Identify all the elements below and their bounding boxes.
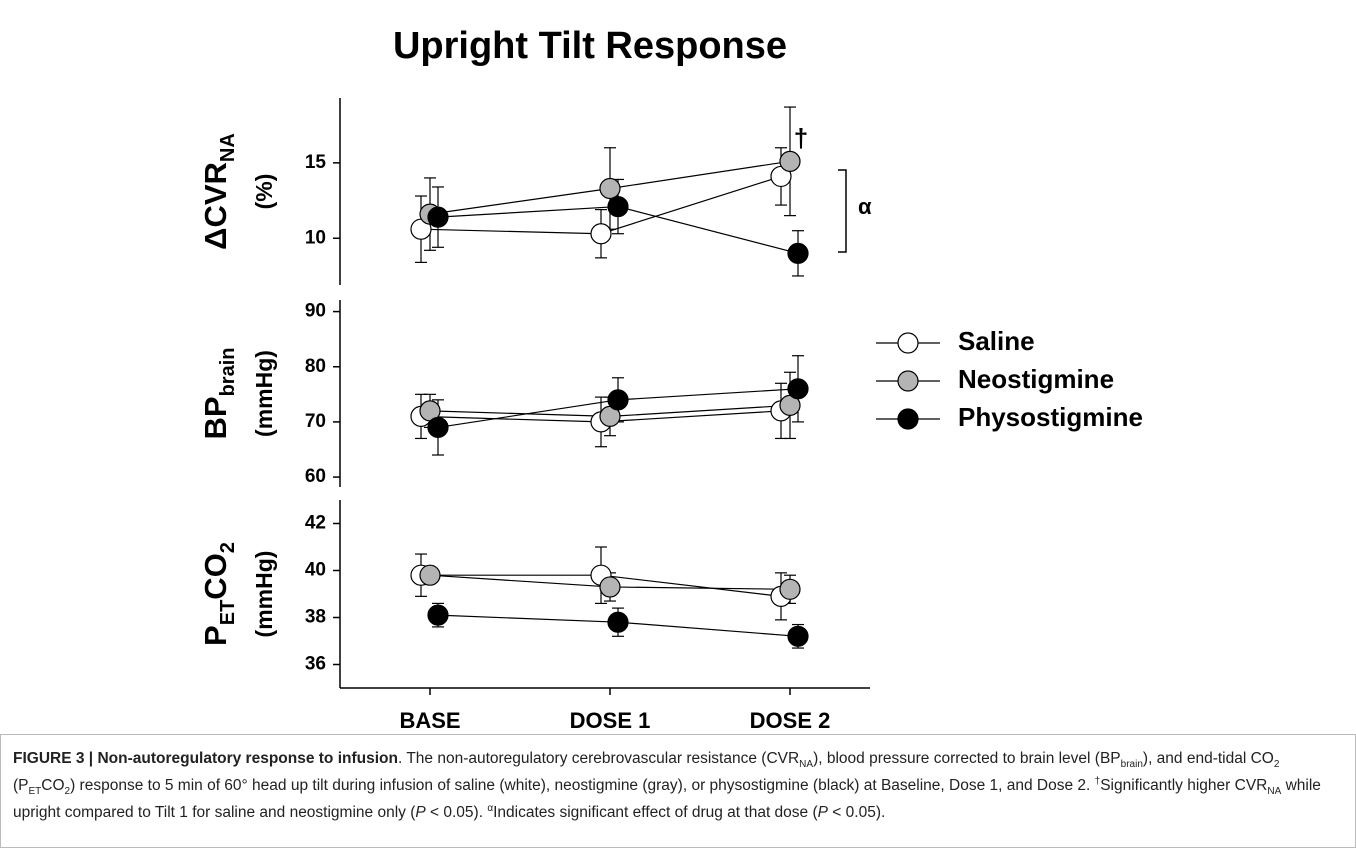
- caption-text: ), and end-tidal CO: [1142, 750, 1274, 767]
- data-point: [787, 625, 809, 647]
- y-tick-label: 90: [305, 301, 326, 322]
- caption-text: while upright compared to Tilt 1 for sal…: [13, 777, 1326, 821]
- y-axis-label-part: BP: [198, 396, 233, 439]
- y-tick-label: 70: [305, 411, 326, 432]
- y-axis-label-part: 2: [217, 542, 239, 553]
- caption-text: < 0.05).: [425, 804, 488, 821]
- x-tick-label: DOSE 1: [570, 708, 651, 730]
- y-axis-unit: (mmHg): [251, 350, 277, 437]
- y-axis-label: ΔCVRNA: [198, 133, 239, 250]
- caption-text: †: [1094, 775, 1101, 787]
- y-tick-label: 80: [305, 356, 326, 377]
- legend-marker: [897, 332, 919, 354]
- data-point: [607, 195, 629, 218]
- data-point: [607, 389, 629, 411]
- data-point: [427, 604, 449, 626]
- y-axis-unit: (mmHg): [251, 551, 277, 638]
- y-axis-label-part: brain: [217, 348, 239, 397]
- legend-label: Saline: [958, 326, 1035, 356]
- data-point: [590, 223, 612, 245]
- caption-text: FIGURE 3: [13, 750, 85, 767]
- data-point: [607, 611, 629, 633]
- caption-text: brain: [1120, 759, 1143, 771]
- y-axis-unit: (%): [251, 174, 277, 210]
- annotation-dagger: †: [794, 123, 808, 153]
- data-point: [787, 378, 809, 400]
- data-point: [779, 578, 801, 600]
- caption-text: Indicates significant effect of drug at …: [493, 804, 818, 821]
- caption-text: NA: [799, 759, 814, 771]
- data-point: [787, 242, 809, 264]
- y-tick-label: 10: [305, 227, 326, 248]
- data-point: [427, 416, 449, 439]
- y-axis-label-part: CO: [198, 553, 233, 600]
- legend-marker: [897, 408, 919, 430]
- y-axis-label: BPbrain: [198, 348, 239, 440]
- legend-label: Neostigmine: [958, 364, 1114, 394]
- caption-text: P: [817, 804, 828, 821]
- y-axis-label: PETCO2: [198, 542, 239, 646]
- y-axis-label-part: NA: [217, 133, 239, 162]
- y-tick-label: 38: [305, 607, 326, 628]
- caption-text: |: [84, 750, 98, 767]
- data-point: [599, 576, 621, 598]
- caption-text: ) response to 5 min of 60° head up tilt …: [70, 777, 1095, 794]
- data-point: [419, 564, 441, 586]
- annotation-alpha: α: [858, 194, 872, 219]
- x-tick-label: DOSE 2: [750, 708, 831, 730]
- annotation-bracket: [838, 169, 847, 253]
- caption-text: ), blood pressure corrected to brain lev…: [813, 750, 1121, 767]
- caption-text: Significantly higher CVR: [1100, 777, 1268, 794]
- caption-text: P: [415, 804, 426, 821]
- data-point: [599, 177, 621, 200]
- y-axis-label-part: P: [198, 625, 233, 646]
- y-tick-label: 60: [305, 466, 326, 487]
- caption-text: Non-autoregulatory response to infusion: [97, 750, 398, 767]
- caption-text: 2: [1273, 759, 1280, 771]
- y-tick-label: 42: [305, 513, 326, 534]
- chart-title: Upright Tilt Response: [393, 25, 787, 67]
- legend-label: Physostigmine: [958, 402, 1143, 432]
- caption-text: NA: [1267, 786, 1282, 798]
- chart: Upright Tilt Response 10 15 ΔCVRNA (%) † α 60 7…: [198, 25, 1143, 733]
- caption-text: . The non-autoregulatory cerebrovascular…: [397, 750, 800, 767]
- x-tick-label: BASE: [399, 708, 460, 730]
- data-point: [427, 206, 449, 228]
- y-axis-label-part: ΔCVR: [198, 162, 233, 250]
- legend-marker: [897, 370, 919, 392]
- data-point: [779, 150, 801, 172]
- caption-text: (P: [13, 750, 1284, 794]
- y-tick-label: 40: [305, 560, 326, 581]
- y-tick-label: 15: [305, 152, 327, 173]
- y-axis-label-part: ET: [217, 600, 239, 626]
- caption-text: ET: [28, 786, 42, 798]
- caption: FIGURE 3 | Non-autoregulatory response t…: [0, 734, 1356, 848]
- caption-text: < 0.05).: [827, 804, 886, 821]
- caption-text: α: [487, 802, 494, 814]
- y-tick-label: 36: [305, 654, 326, 675]
- caption-text: CO: [41, 777, 65, 794]
- caption-text: 2: [64, 786, 71, 798]
